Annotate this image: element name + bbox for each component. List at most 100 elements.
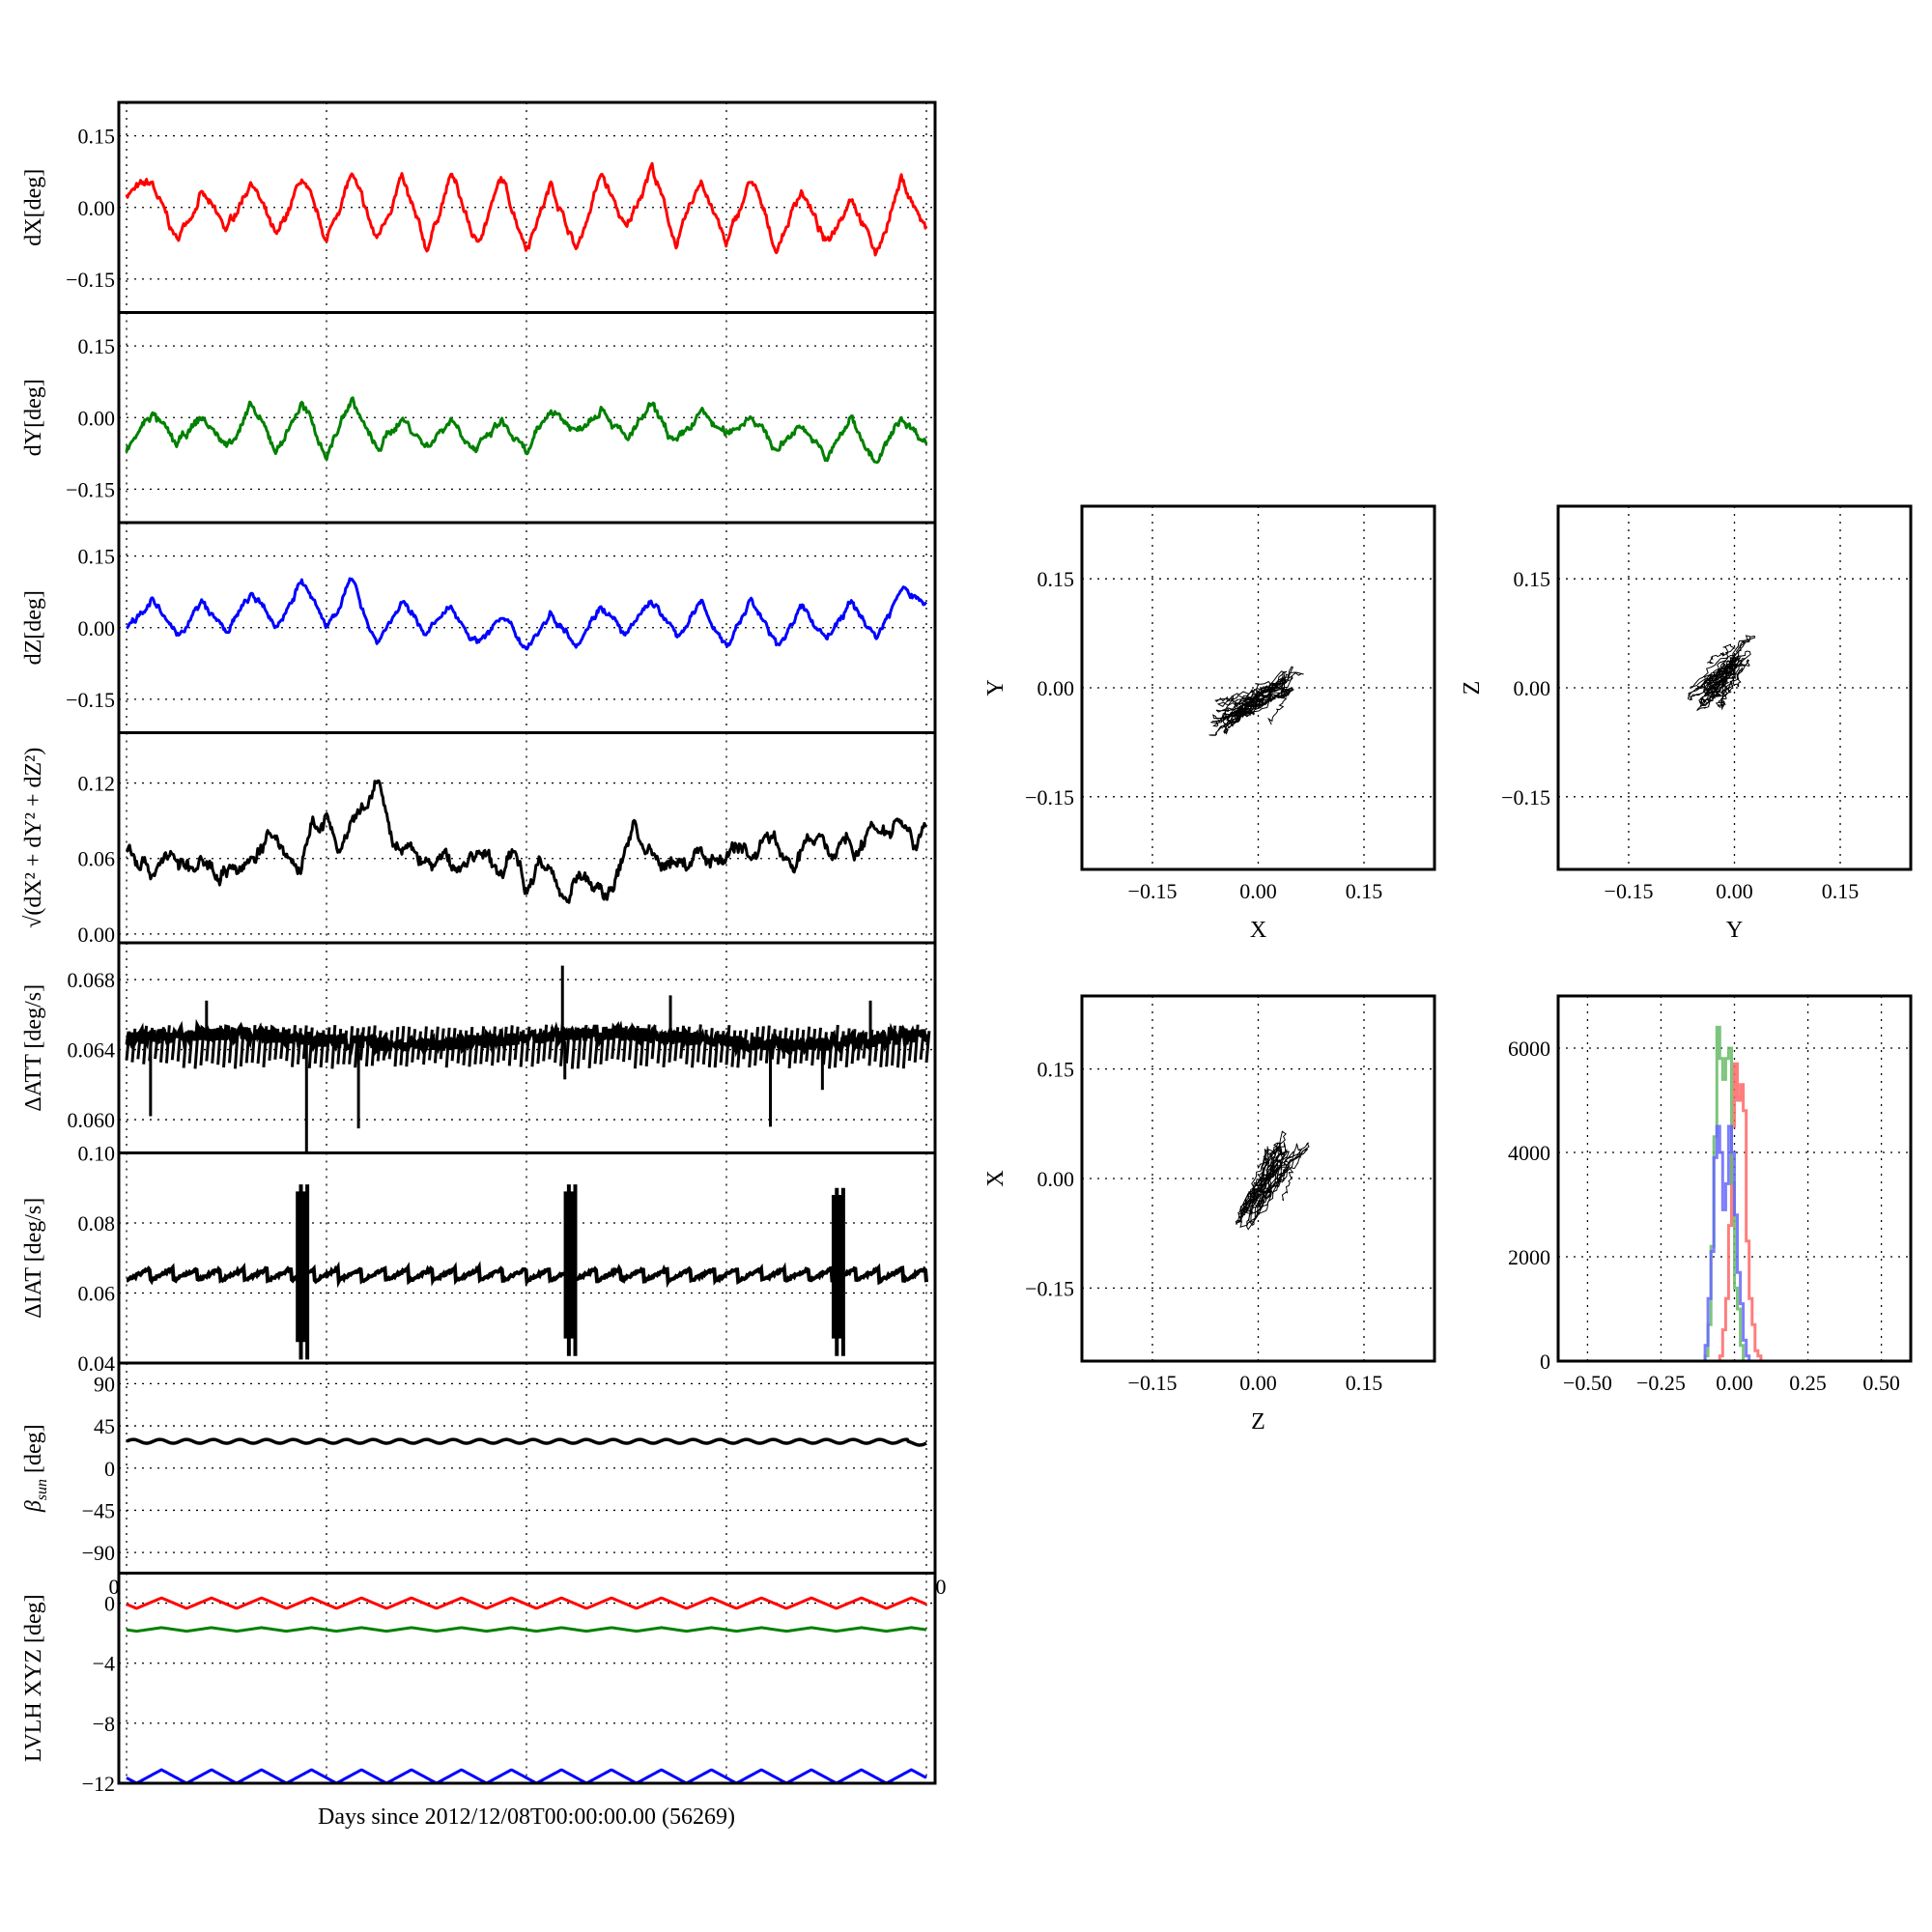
y-tick-label: 0.00 [78,923,116,947]
diat-series-line [126,1261,928,1289]
panel-frame [1556,504,1913,871]
x-tick-label: 0.00 [1239,1371,1277,1395]
y-tick-label: −0.15 [66,477,115,501]
x-tick-label: 0.00 [1239,879,1277,903]
y-tick-label: −0.15 [1025,785,1074,810]
y-tick-label: −0.15 [66,268,115,292]
y-tick-label: 0.15 [78,545,116,569]
data-dY [125,396,928,465]
y-axis-label-lvlh: LVLH XYZ [deg] [21,1594,46,1762]
x-axis-label: Y [1726,918,1743,943]
beta-series-line [126,1437,927,1447]
panel-dZ: 0.15 0.00 −0.15 dZ[deg] [21,521,937,734]
y-axis-label-dZ: dZ[deg] [21,590,46,665]
y-tick-label: 0.00 [78,406,116,430]
x-tick-label: −0.15 [1128,1371,1178,1395]
dX-series-line [125,161,928,257]
dZ-series-line [126,577,928,651]
panel-frame [117,1572,937,1785]
x-tick-label: 0.15 [1346,1371,1383,1395]
x-tick-label: 0.00 [1716,1371,1753,1395]
y-axis-label-dX: dX[deg] [21,169,46,246]
panel-dX: 0.15 0.00 −0.15 dX[deg] [21,100,937,314]
scatter_xy-trajectory [1208,666,1304,736]
x-tick-label: 0.25 [1789,1371,1827,1395]
panel-rss: 0.12 0.06 0.00 √(dX² + dY² + dZ²) [21,731,937,947]
y-tick-label: 0.00 [1037,676,1075,700]
data-diat [126,1184,928,1360]
panel-dY: 0.15 0.00 −0.15 dY[deg] [21,311,937,525]
y-axis-label: Y [983,679,1009,696]
data-lvlh [126,1596,927,1783]
y-tick-label: 6000 [1508,1037,1550,1061]
y-tick-label: 0.06 [78,847,116,871]
y-tick-label: 4000 [1508,1141,1550,1165]
y-tick-label: 0.00 [78,196,116,220]
x-axis-label: X [1250,918,1266,943]
y-axis-label: X [983,1170,1009,1186]
y-tick-label: 0.064 [68,1038,116,1063]
x-tick-label: 0.15 [1822,879,1860,903]
panel-hist: −0.50 −0.25 0.00 0.25 0.50 0 2000 4000 6000 [1508,994,1913,1395]
data-dZ [126,577,928,651]
y-tick-label: 0.00 [1514,676,1551,700]
y-tick-label: 0.08 [78,1211,116,1236]
corner-tick-label-left: 0 [109,1575,120,1599]
y-axis-label-datt: ΔATT [deg/s] [21,984,46,1112]
x-tick-label: 0.50 [1862,1371,1900,1395]
panel-scatter_xy: −0.15 −0.15 0.00 0.00 0.15 0.15 X Y [983,504,1436,943]
y-tick-label: 0.10 [78,1142,116,1166]
y-tick-label: 0.06 [78,1282,116,1306]
lvlh-z-series-line [126,1768,927,1783]
beta-unit: [deg] [21,1424,46,1479]
dY-series-line [125,396,928,465]
x-tick-label: 0.00 [1716,879,1753,903]
y-tick-label: −90 [82,1541,115,1565]
y-tick-label: 90 [94,1372,115,1396]
x-tick-label: −0.50 [1563,1371,1612,1395]
y-tick-label: 0.15 [1037,567,1075,591]
y-tick-label: 0.15 [1037,1058,1075,1082]
panel-frame [1080,504,1436,871]
panel-frame [1080,994,1436,1363]
corner-tick-label-right: 0 [936,1575,947,1599]
y-tick-label: −0.15 [1025,1276,1074,1300]
y-tick-label: 0 [1540,1350,1550,1374]
y-tick-label: 0.04 [78,1351,116,1376]
y-tick-label: 0.12 [78,772,116,796]
x-tick-label: −0.15 [1128,879,1178,903]
panel-lvlh: 0 −4 −8 −12 LVLH XYZ [deg] [21,1572,937,1796]
y-tick-label: 0 [104,1457,115,1481]
y-tick-label: −45 [82,1498,115,1522]
y-tick-label: 0.15 [1514,567,1551,591]
y-tick-label: 0.00 [1037,1167,1075,1191]
y-axis-label: Z [1460,681,1485,696]
y-axis-label-dY: dY[deg] [21,379,46,456]
lvlh-x-series-line [126,1596,927,1610]
x-tick-label: −0.25 [1636,1371,1686,1395]
beta-symbol: β [21,1500,46,1513]
y-tick-label: 0.068 [68,968,116,992]
data-dX [125,161,928,257]
panel-scatter_yz: −0.15 −0.15 0.00 0.00 0.15 0.15 Y Z [1460,504,1913,943]
rss-series-line [125,779,928,904]
y-tick-label: 0.15 [78,334,116,358]
y-tick-label: 0.15 [78,125,116,149]
y-tick-label: −12 [82,1772,115,1796]
y-tick-label: 45 [94,1414,115,1438]
y-tick-label: 0.00 [78,616,116,640]
panel-scatter_zx: −0.15 −0.15 0.00 0.00 0.15 0.15 Z X [983,994,1436,1435]
y-tick-label: −4 [93,1652,115,1676]
data-rss [125,779,928,904]
data-beta [126,1437,927,1447]
x-axis-label: Z [1251,1409,1265,1435]
panel-datt: 0.068 0.064 0.060 ΔATT [deg/s] [21,941,937,1154]
y-axis-label-diat: ΔIAT [deg/s] [21,1198,46,1319]
y-tick-label: 2000 [1508,1245,1550,1269]
y-axis-label-rss: √(dX² + dY² + dZ²) [21,748,46,928]
scatter_yz-trajectory [1688,635,1756,712]
x-tick-label: 0.15 [1346,879,1383,903]
datt-upper-envelope [125,1018,929,1061]
beta-subscript: sun [34,1479,50,1500]
